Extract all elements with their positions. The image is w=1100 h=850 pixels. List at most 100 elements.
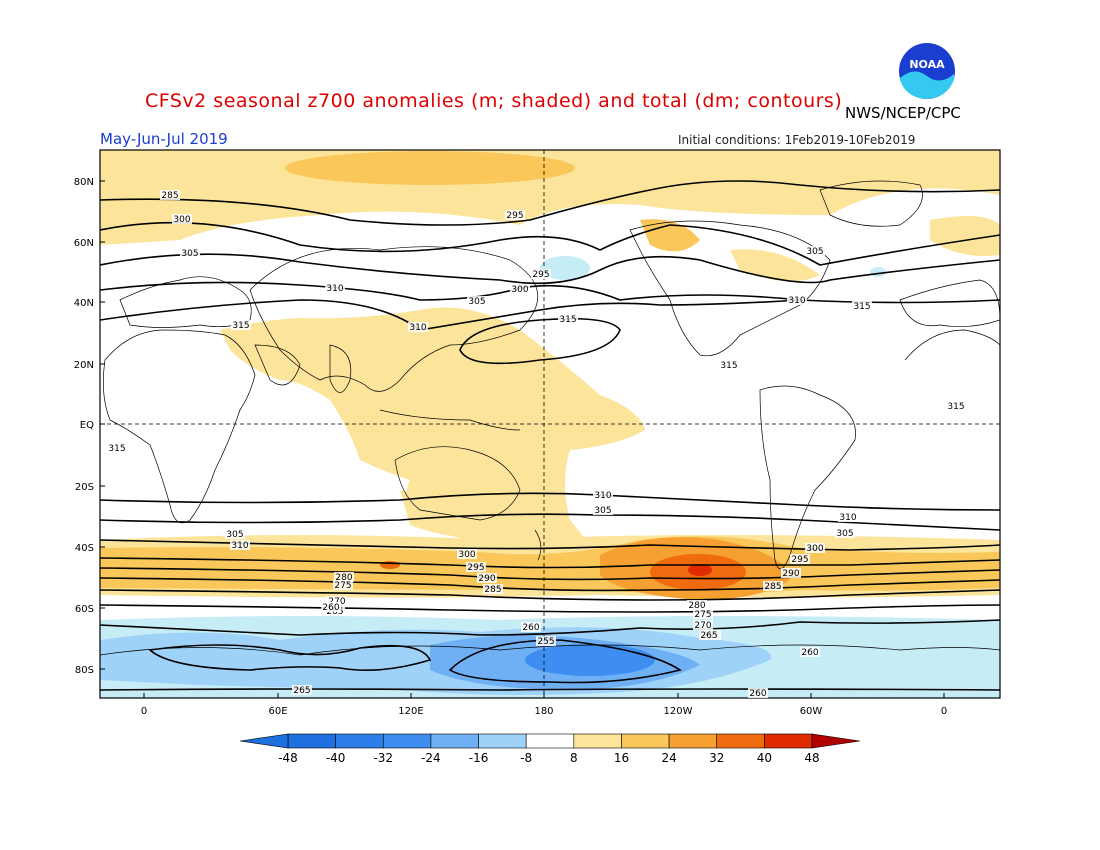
contour-label-bg [321, 602, 341, 612]
contour-label-bg [231, 320, 251, 330]
contour-label: 285 [484, 585, 501, 595]
colorbar-tick-label: -16 [469, 751, 489, 765]
lon-label: 0 [141, 706, 147, 717]
contour-label: 275 [334, 581, 351, 591]
colorbar-box [716, 733, 765, 749]
contour-label: 315 [720, 361, 737, 371]
contour-label-bg [107, 443, 127, 453]
colorbar-box [478, 733, 527, 749]
contour-label: 280 [335, 573, 352, 583]
contour-label-bg [477, 573, 497, 583]
contour-label: 290 [478, 574, 495, 584]
colorbar-tick-label: 40 [757, 751, 772, 765]
lat-label: 60S [75, 604, 94, 615]
contour-label-bg [805, 246, 825, 256]
contour-label-bg [521, 622, 541, 632]
colorbar-tick-label: 8 [570, 751, 578, 765]
contour-label: 310 [231, 541, 248, 551]
colorbar-box [621, 733, 670, 749]
contour-label: 310 [409, 323, 426, 333]
contour-label-bg [787, 295, 807, 305]
contour-label: 305 [806, 247, 823, 257]
colorbar-box [764, 733, 813, 749]
colorbar-tick-label: -40 [326, 751, 346, 765]
contour-label: 315 [947, 402, 964, 412]
contour-label-bg [800, 647, 820, 657]
contour-label-bg [593, 490, 613, 500]
contour-label: 260 [749, 689, 766, 699]
contour-label: 270 [694, 621, 711, 631]
contour-label-bg [327, 596, 347, 606]
lat-label: 20S [75, 482, 94, 493]
contour-label: 310 [788, 296, 805, 306]
lon-label: 60W [800, 706, 823, 717]
height-contours [100, 180, 1000, 691]
colorbar-tick-label: -24 [421, 751, 441, 765]
contour-label-bg [536, 636, 556, 646]
contour-label-bg [467, 296, 487, 306]
contour-label-bg [693, 609, 713, 619]
contour-label: 265 [293, 686, 310, 696]
lat-label: 20N [74, 360, 94, 371]
contour-label-bg [505, 210, 525, 220]
contour-label: 315 [559, 315, 576, 325]
colorbar-box [430, 733, 479, 749]
contour-label: 310 [839, 513, 856, 523]
contour-label: 260 [801, 648, 818, 658]
contour-label-bg [719, 360, 739, 370]
contour-label-bg [687, 600, 707, 610]
lon-label: 120W [664, 706, 693, 717]
contour-label-bg [172, 214, 192, 224]
lat-label: EQ [80, 420, 94, 431]
contour-label: 305 [836, 529, 853, 539]
contour-label: 295 [506, 211, 523, 221]
colorbar-box [335, 733, 384, 749]
contour-label: 295 [467, 563, 484, 573]
contour-label: 300 [806, 544, 823, 554]
contour-label: 310 [594, 491, 611, 501]
contour-label-bg [180, 248, 200, 258]
colorbar-tick-label: 48 [804, 751, 819, 765]
contour-label: 300 [173, 215, 190, 225]
colorbar-tick-label: -48 [278, 751, 298, 765]
contour-label: 295 [791, 555, 808, 565]
contour-label: 305 [226, 530, 243, 540]
contour-label: 315 [108, 444, 125, 454]
contour-label-bg [325, 283, 345, 293]
contour-label-bg [838, 512, 858, 522]
contour-label: 290 [782, 569, 799, 579]
contour-label: 275 [694, 610, 711, 620]
contour-label-bg [852, 301, 872, 311]
colorbar-box [573, 733, 622, 749]
contour-label: 260 [522, 623, 539, 633]
contour-label: 285 [764, 582, 781, 592]
contour-label-bg [230, 540, 250, 550]
contour-label-bg [333, 580, 353, 590]
lon-label: 60E [268, 706, 287, 717]
contour-label-bg [225, 529, 245, 539]
contour-label-bg [781, 568, 801, 578]
contour-label: 310 [326, 284, 343, 294]
colorbar-box [287, 733, 336, 749]
contour-label-bg [693, 620, 713, 630]
colorbar-box [668, 733, 718, 749]
contour-label-bg [483, 584, 503, 594]
noaa-logo-icon: NOAA [897, 41, 957, 101]
contour-label-bg [457, 549, 477, 559]
lat-label: 60N [74, 238, 94, 249]
contour-label: 305 [468, 297, 485, 307]
colorbar-box [525, 733, 575, 749]
contour-label-bg [946, 401, 966, 411]
lon-label: 0 [941, 706, 947, 717]
colorbar-tick-label: -8 [520, 751, 532, 765]
colorbar-tick-label: 24 [661, 751, 676, 765]
lat-label: 40N [74, 298, 94, 309]
contour-label-bg [835, 528, 855, 538]
lat-label: 40S [75, 543, 94, 554]
contour-labels: 2853003052953003053103153102953053103153… [107, 190, 966, 699]
contour-label-bg [531, 269, 551, 279]
anomaly-shading [100, 150, 1000, 698]
season-label: May-Jun-Jul 2019 [100, 130, 228, 148]
